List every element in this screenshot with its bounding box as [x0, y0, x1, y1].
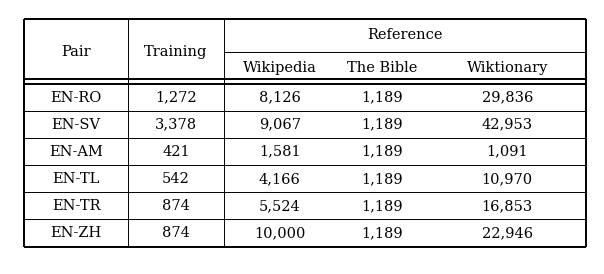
Text: 1,091: 1,091	[486, 145, 528, 159]
Text: 1,189: 1,189	[361, 226, 403, 240]
Text: 1,189: 1,189	[361, 90, 403, 105]
Text: 1,189: 1,189	[361, 199, 403, 213]
Text: EN-RO: EN-RO	[50, 90, 102, 105]
Text: 421: 421	[162, 145, 190, 159]
Text: 42,953: 42,953	[481, 118, 533, 132]
Text: Reference: Reference	[367, 28, 443, 42]
Text: 542: 542	[162, 172, 190, 186]
Text: The Bible: The Bible	[347, 61, 417, 75]
Text: 1,189: 1,189	[361, 172, 403, 186]
Text: 8,126: 8,126	[259, 90, 301, 105]
Text: Training: Training	[144, 45, 208, 59]
Text: EN-ZH: EN-ZH	[51, 226, 101, 240]
Text: EN-AM: EN-AM	[49, 145, 103, 159]
Text: 29,836: 29,836	[481, 90, 533, 105]
Text: 10,000: 10,000	[254, 226, 306, 240]
Text: 1,189: 1,189	[361, 145, 403, 159]
Text: 1,581: 1,581	[259, 145, 301, 159]
Text: 1,272: 1,272	[155, 90, 197, 105]
Text: Wikipedia: Wikipedia	[243, 61, 316, 75]
Text: 874: 874	[162, 199, 190, 213]
Text: 1,189: 1,189	[361, 118, 403, 132]
Text: 5,524: 5,524	[259, 199, 301, 213]
Text: 9,067: 9,067	[259, 118, 301, 132]
Text: EN-SV: EN-SV	[51, 118, 101, 132]
Text: Pair: Pair	[62, 45, 91, 59]
Text: 16,853: 16,853	[481, 199, 533, 213]
Text: 10,970: 10,970	[481, 172, 533, 186]
Text: 4,166: 4,166	[259, 172, 301, 186]
Text: EN-TR: EN-TR	[52, 199, 100, 213]
Text: 22,946: 22,946	[481, 226, 533, 240]
Text: 3,378: 3,378	[155, 118, 197, 132]
Text: EN-TL: EN-TL	[53, 172, 100, 186]
Text: Wiktionary: Wiktionary	[466, 61, 548, 75]
Text: 874: 874	[162, 226, 190, 240]
